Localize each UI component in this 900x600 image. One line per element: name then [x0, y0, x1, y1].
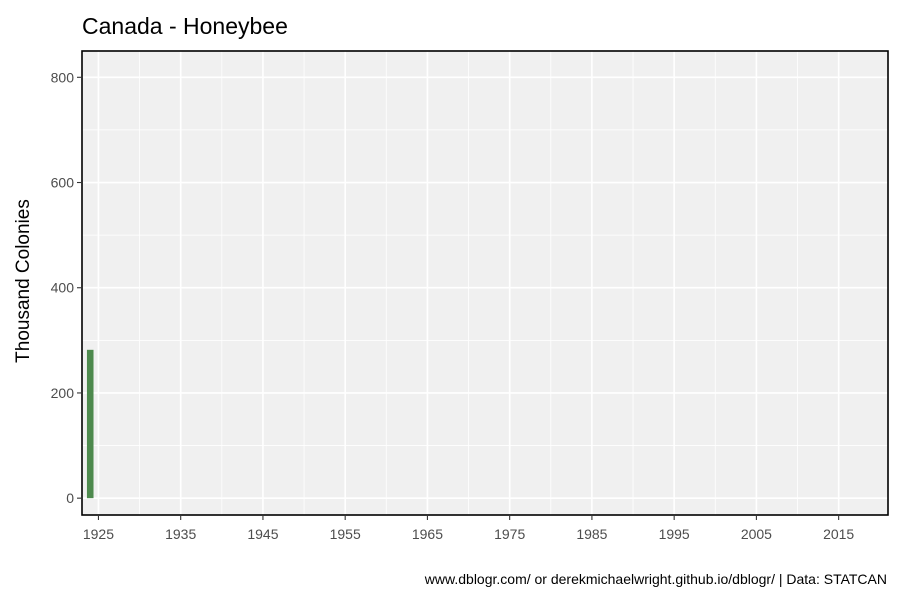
y-tick-label: 200	[51, 385, 75, 401]
x-tick-label: 1955	[330, 526, 361, 542]
chart-caption: www.dblogr.com/ or derekmichaelwright.gi…	[424, 571, 887, 587]
y-tick-label: 400	[51, 280, 75, 296]
x-axis: 1925 1935 1945 1955 1965 1975 1985 1995 2005 2015	[83, 515, 854, 542]
x-tick-label: 1935	[165, 526, 196, 542]
y-axis-label: Thousand Colonies	[13, 199, 34, 363]
x-tick-label: 1975	[494, 526, 525, 542]
plot-border	[81, 50, 889, 516]
x-tick-label: 1945	[247, 526, 278, 542]
y-axis: 0 200 400 600 800	[51, 69, 82, 506]
plot-panel	[82, 51, 888, 515]
x-tick-label: 1985	[576, 526, 607, 542]
bars	[86, 349, 94, 499]
x-tick-label: 2015	[823, 526, 854, 542]
chart-title: Canada - Honeybee	[82, 13, 288, 39]
y-tick-label: 0	[66, 490, 74, 506]
x-tick-label: 2005	[741, 526, 772, 542]
x-tick-label: 1995	[659, 526, 690, 542]
y-tick-label: 600	[51, 175, 75, 191]
y-tick-label: 800	[51, 69, 75, 85]
grid-lines	[82, 51, 888, 515]
x-tick-label: 1965	[412, 526, 443, 542]
bar	[86, 349, 94, 499]
x-tick-label: 1925	[83, 526, 114, 542]
